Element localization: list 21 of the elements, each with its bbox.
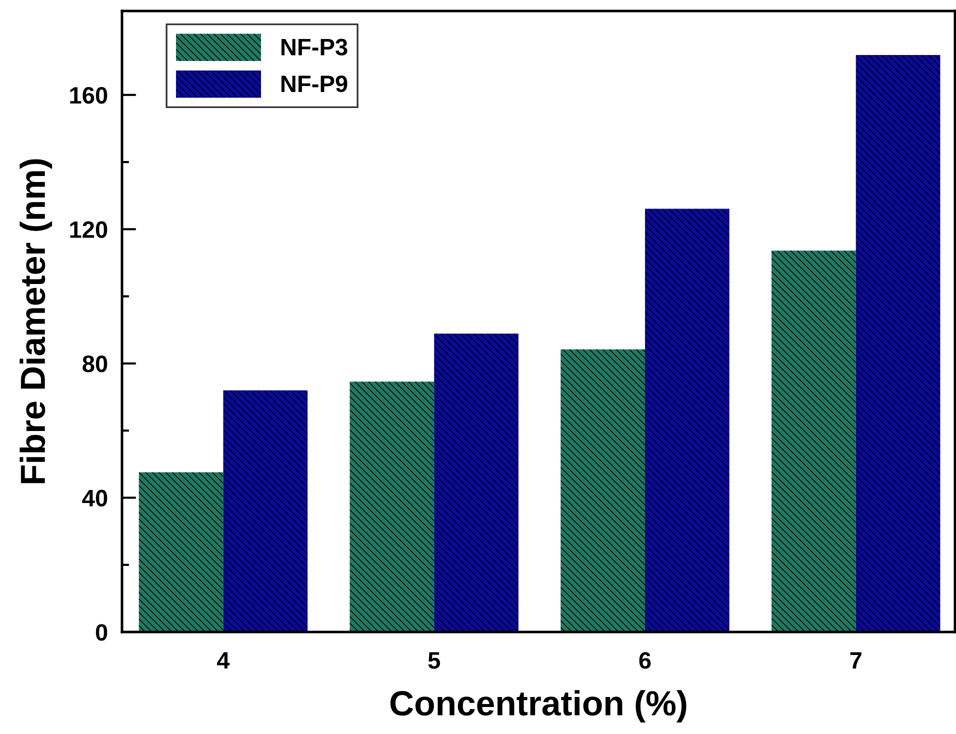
- legend-label: NF-P9: [281, 75, 348, 92]
- y-axis-title: Fibre Diameter (nm): [20, 159, 52, 484]
- x-tick-label: 7: [850, 652, 862, 669]
- y-tick-label: 120: [70, 221, 108, 238]
- x-tick-label: 5: [428, 652, 440, 669]
- legend-label: NF-P3: [281, 38, 348, 56]
- x-axis-title: Concentration (%): [390, 690, 686, 722]
- bar: [644, 208, 730, 632]
- bar: [856, 54, 940, 632]
- y-tick-label: 40: [82, 490, 108, 507]
- y-tick-label: 0: [96, 624, 108, 641]
- bar: [350, 382, 434, 632]
- x-tick-label: 6: [639, 652, 651, 669]
- bar: [138, 472, 224, 632]
- bar: [772, 250, 856, 632]
- bar: [223, 390, 308, 632]
- y-tick-label: 160: [70, 86, 108, 104]
- bar: [434, 334, 518, 632]
- bar: [560, 349, 645, 632]
- x-tick-label: 4: [217, 652, 230, 669]
- y-tick-label: 80: [82, 356, 108, 372]
